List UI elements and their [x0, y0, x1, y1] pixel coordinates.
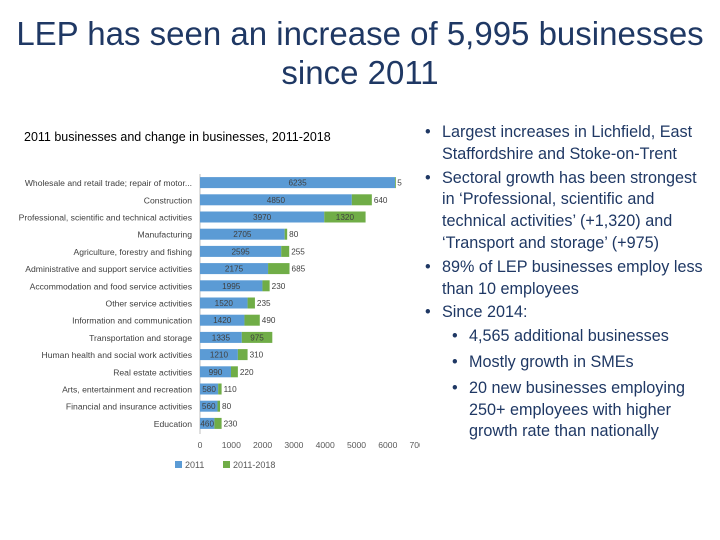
data-label: 230 — [272, 282, 286, 291]
category-label: Information and communication — [72, 316, 192, 326]
x-tick-label: 6000 — [378, 440, 397, 450]
bar-2011 — [200, 349, 238, 361]
bar-2011 — [200, 314, 245, 326]
category-label: Administrative and support service activ… — [25, 264, 192, 274]
bar-change — [217, 400, 221, 412]
legend-label: 2011 — [185, 460, 204, 470]
bullet-item: Since 2014: — [420, 302, 712, 324]
data-label: 685 — [292, 265, 306, 274]
x-tick-label: 0 — [198, 440, 203, 450]
data-label: 255 — [291, 247, 305, 256]
category-label: Arts, entertainment and recreation — [62, 385, 192, 395]
bullet-item: Sectoral growth has been strongest in ‘P… — [420, 168, 712, 255]
bar-2011 — [200, 366, 231, 378]
bar-2011 — [200, 417, 215, 429]
bar-2011 — [200, 383, 219, 395]
category-label: Accommodation and food service activitie… — [30, 281, 192, 291]
data-label: 1210 — [210, 351, 229, 360]
bar-2011 — [200, 400, 218, 412]
data-label: 460 — [200, 419, 214, 428]
data-label: 3970 — [253, 213, 272, 222]
bar-change — [218, 383, 222, 395]
data-label: 490 — [262, 316, 276, 325]
data-label: 1420 — [213, 316, 232, 325]
data-label: 1320 — [336, 213, 355, 222]
category-label: Transportation and storage — [89, 333, 192, 343]
bar-2011 — [200, 194, 352, 206]
category-label: Financial and insurance activities — [66, 402, 192, 412]
bullet-item: Largest increases in Lichfield, East Sta… — [420, 122, 712, 166]
legend-swatch — [175, 461, 182, 468]
chart-title: 2011 businesses and change in businesses… — [24, 130, 331, 144]
bar-2011 — [200, 245, 282, 257]
bar-2011 — [200, 263, 269, 275]
category-label: Education — [154, 419, 192, 429]
category-label: Other service activities — [106, 299, 192, 309]
sub-bullet-item: 4,565 additional businesses — [420, 326, 712, 348]
data-label: 5 — [397, 179, 402, 188]
category-label: Real estate activities — [113, 367, 192, 377]
x-tick-label: 4000 — [316, 440, 335, 450]
bar-change — [351, 194, 372, 206]
x-tick-label: 3000 — [284, 440, 303, 450]
bar-change — [241, 331, 273, 343]
sub-bullet-item: Mostly growth in SMEs — [420, 352, 712, 374]
bar-change — [395, 177, 396, 189]
data-label: 1335 — [212, 333, 231, 342]
bar-2011 — [200, 228, 285, 240]
data-label: 235 — [257, 299, 271, 308]
stacked-bar-chart: Wholesale and retail trade; repair of mo… — [19, 174, 420, 470]
data-label: 560 — [202, 402, 216, 411]
x-tick-label: 5000 — [347, 440, 366, 450]
bar-change — [262, 280, 270, 292]
data-label: 1520 — [215, 299, 234, 308]
bar-change — [230, 366, 238, 378]
data-label: 80 — [222, 402, 232, 411]
x-tick-label: 7000 — [410, 440, 420, 450]
legend-label: 2011-2018 — [233, 460, 275, 470]
data-label: 4850 — [267, 196, 286, 205]
data-label: 1995 — [222, 282, 241, 291]
bar-change — [284, 228, 288, 240]
data-label: 580 — [202, 385, 216, 394]
data-label: 80 — [289, 230, 299, 239]
data-label: 220 — [240, 368, 254, 377]
bar-change — [244, 314, 260, 326]
bar-change — [214, 417, 222, 429]
data-label: 640 — [374, 196, 388, 205]
bar-change — [324, 211, 366, 223]
bar-2011 — [200, 280, 263, 292]
data-label: 230 — [224, 419, 238, 428]
sub-bullet-item: 20 new businesses employing 250+ employe… — [420, 378, 712, 443]
legend-swatch — [223, 461, 230, 468]
data-label: 975 — [250, 333, 264, 342]
x-tick-label: 1000 — [222, 440, 241, 450]
category-label: Manufacturing — [138, 230, 193, 240]
bullet-item: 89% of LEP businesses employ less than 1… — [420, 257, 712, 301]
bar-2011 — [200, 211, 325, 223]
data-label: 990 — [209, 368, 223, 377]
data-label: 310 — [250, 351, 264, 360]
x-tick-label: 2000 — [253, 440, 272, 450]
bar-change — [268, 263, 290, 275]
bar-change — [247, 297, 255, 309]
category-label: Wholesale and retail trade; repair of mo… — [25, 178, 192, 188]
bar-2011 — [200, 177, 396, 189]
category-label: Construction — [144, 195, 192, 205]
data-label: 2175 — [225, 265, 244, 274]
data-label: 2595 — [232, 247, 251, 256]
data-label: 110 — [224, 385, 237, 394]
bullet-list: Largest increases in Lichfield, East Sta… — [420, 122, 712, 447]
bar-change — [281, 245, 290, 257]
bar-2011 — [200, 297, 248, 309]
data-label: 2705 — [233, 230, 252, 239]
bar-change — [237, 349, 248, 361]
slide-title: LEP has seen an increase of 5,995 busine… — [16, 15, 704, 91]
category-label: Professional, scientific and technical a… — [19, 213, 192, 223]
category-label: Human health and social work activities — [42, 350, 192, 360]
bar-2011 — [200, 331, 242, 343]
data-label: 6235 — [288, 179, 307, 188]
category-label: Agriculture, forestry and fishing — [74, 247, 193, 257]
